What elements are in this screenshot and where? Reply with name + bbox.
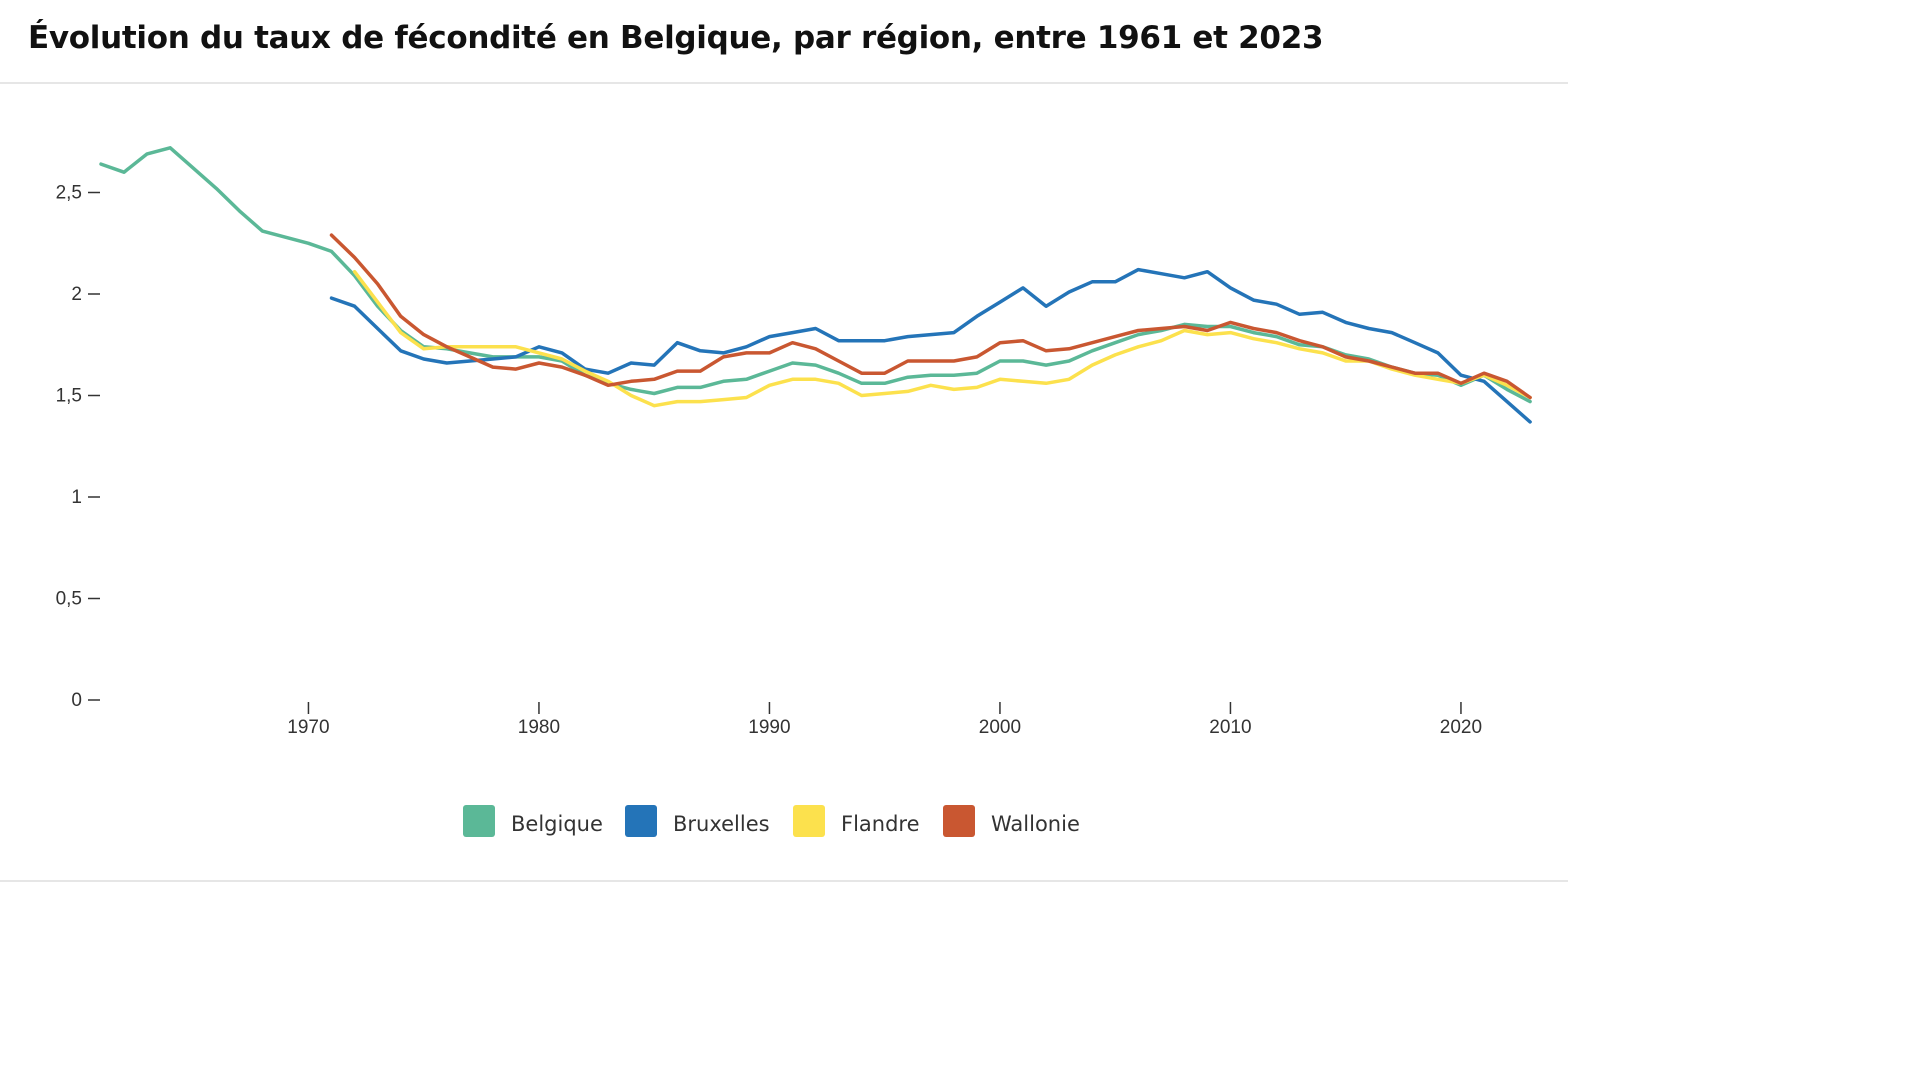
- x-tick-label: 1990: [748, 717, 790, 738]
- legend-swatch: [463, 805, 495, 837]
- legend: Belgique Bruxelles Flandre Wallonie: [463, 805, 1080, 837]
- chart-header: Évolution du taux de fécondité en Belgiq…: [0, 0, 1568, 84]
- x-tick-label: 2000: [979, 717, 1021, 738]
- x-tick-label: 1980: [518, 717, 560, 738]
- legend-swatch: [625, 805, 657, 837]
- legend-label: Bruxelles: [673, 812, 770, 836]
- x-axis: 1970 1980 1990 2000 2010 2020: [287, 702, 1482, 738]
- y-axis: 0 0,5 1 1,5 2 2,5: [56, 183, 100, 711]
- chart-title: Évolution du taux de fécondité en Belgiq…: [28, 20, 1324, 56]
- series-line-wallonie: [329, 233, 1532, 400]
- x-tick-label: 2020: [1440, 717, 1482, 738]
- series-line-belgique: [99, 146, 1532, 404]
- legend-item-flandre[interactable]: Flandre: [793, 805, 920, 837]
- legend-label: Flandre: [841, 812, 920, 836]
- series-line-flandre: [352, 269, 1532, 408]
- legend-item-bruxelles[interactable]: Bruxelles: [625, 805, 770, 837]
- legend-label: Belgique: [511, 812, 603, 836]
- series-layer: [99, 146, 1532, 424]
- y-tick-label: 0: [71, 690, 82, 711]
- y-tick-label: 0,5: [56, 589, 82, 610]
- legend-swatch: [793, 805, 825, 837]
- bottom-divider: [0, 880, 1568, 882]
- legend-swatch: [943, 805, 975, 837]
- x-tick-label: 1970: [287, 717, 329, 738]
- y-tick-label: 2: [71, 284, 82, 305]
- y-tick-label: 1,5: [56, 386, 82, 407]
- line-chart: 0 0,5 1 1,5 2 2,5 1970 1980 1990 2000 2010 2020 Be…: [56, 146, 1532, 837]
- legend-item-wallonie[interactable]: Wallonie: [943, 805, 1080, 837]
- x-tick-label: 2010: [1209, 717, 1251, 738]
- y-tick-label: 1: [71, 487, 82, 508]
- legend-label: Wallonie: [991, 812, 1080, 836]
- y-tick-label: 2,5: [56, 183, 82, 204]
- legend-item-belgique[interactable]: Belgique: [463, 805, 603, 837]
